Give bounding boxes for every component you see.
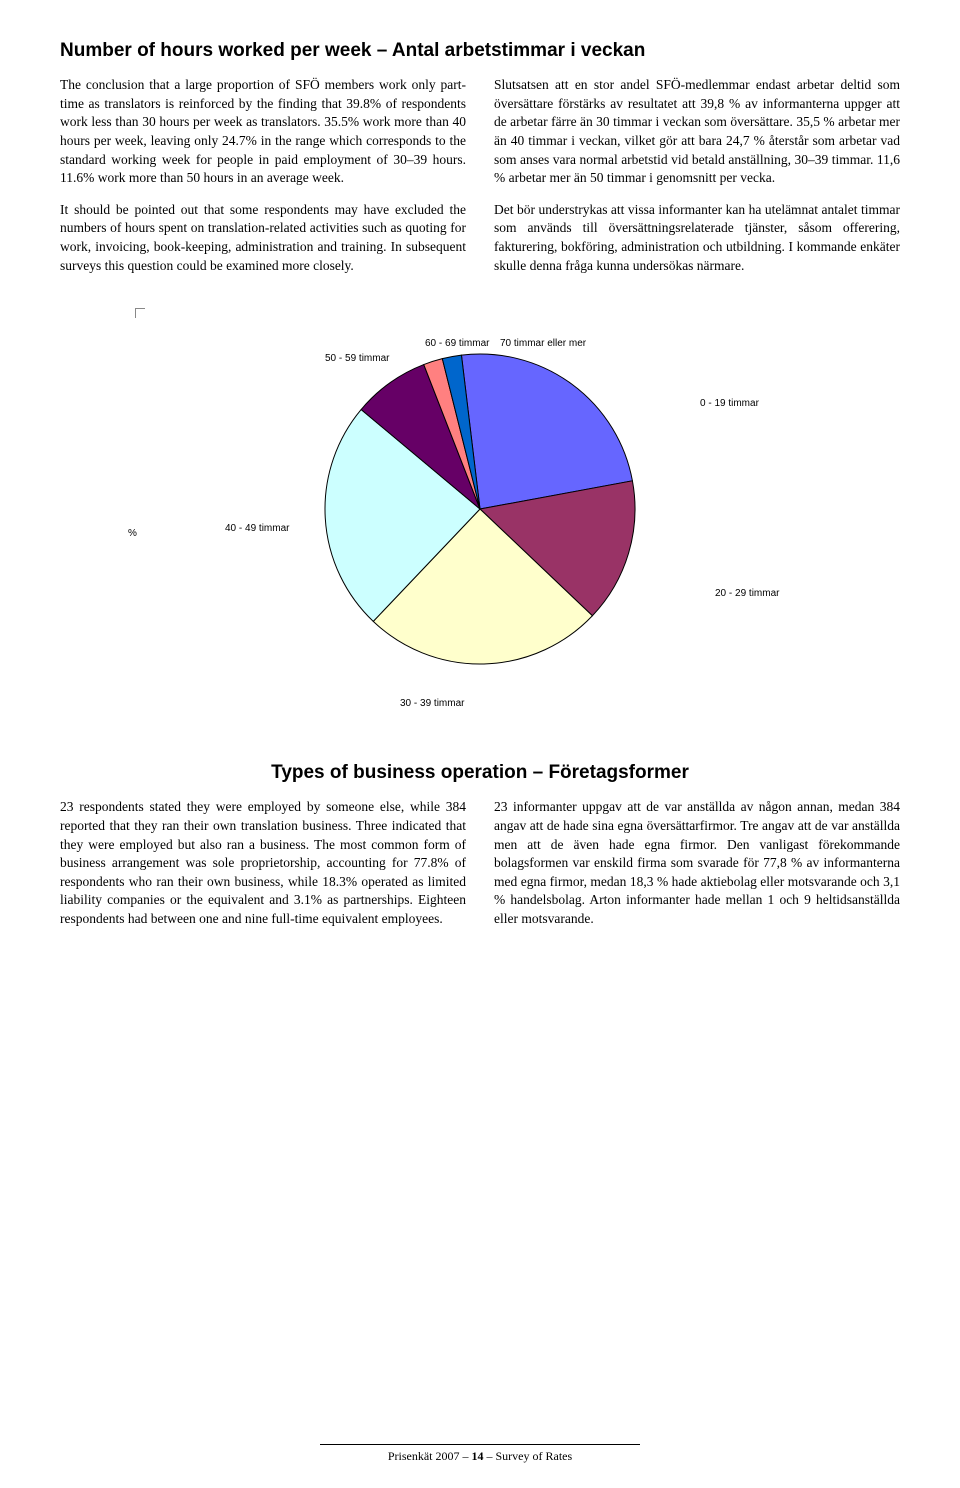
hours-pie-chart: % 0 - 19 timmar 20 - 29 timmar 30 - 39 t…	[60, 298, 900, 738]
slice-label-2: 30 - 39 timmar	[400, 698, 464, 709]
footer-left: Prisenkät 2007 –	[388, 1449, 472, 1463]
slice-label-3: 40 - 49 timmar	[225, 523, 289, 534]
section1-columns: The conclusion that a large proportion o…	[60, 76, 900, 288]
slice-label-4: 50 - 59 timmar	[325, 353, 389, 364]
page-footer: Prisenkät 2007 – 14 – Survey of Rates	[0, 1444, 960, 1464]
slice-label-6: 70 timmar eller mer	[500, 338, 586, 349]
section2-left-col: 23 respondents stated they were employed…	[60, 798, 466, 941]
section2-left-p1: 23 respondents stated they were employed…	[60, 798, 466, 928]
section2-heading: Types of business operation – Företagsfo…	[60, 762, 900, 784]
section2-right-col: 23 informanter uppgav att de var anställ…	[494, 798, 900, 941]
section1-heading: Number of hours worked per week – Antal …	[60, 40, 900, 62]
slice-label-5: 60 - 69 timmar	[425, 338, 489, 349]
section1-left-p1: The conclusion that a large proportion o…	[60, 76, 466, 188]
section1-left-col: The conclusion that a large proportion o…	[60, 76, 466, 288]
slice-label-1: 20 - 29 timmar	[715, 588, 779, 599]
footer-right: – Survey of Rates	[484, 1449, 573, 1463]
section1-right-p2: Det bör understrykas att vissa informant…	[494, 201, 900, 276]
chart-corner-mark	[135, 308, 145, 318]
slice-label-0: 0 - 19 timmar	[700, 398, 759, 409]
section1-left-p2: It should be pointed out that some respo…	[60, 201, 466, 276]
pie-svg	[320, 349, 640, 669]
section2-columns: 23 respondents stated they were employed…	[60, 798, 900, 941]
section1-right-col: Slutsatsen att en stor andel SFÖ-medlemm…	[494, 76, 900, 288]
footer-rule	[320, 1444, 640, 1445]
section2-right-p1: 23 informanter uppgav att de var anställ…	[494, 798, 900, 928]
section1-right-p1: Slutsatsen att en stor andel SFÖ-medlemm…	[494, 76, 900, 188]
chart-axis-label: %	[128, 528, 137, 539]
footer-page: 14	[472, 1449, 484, 1463]
